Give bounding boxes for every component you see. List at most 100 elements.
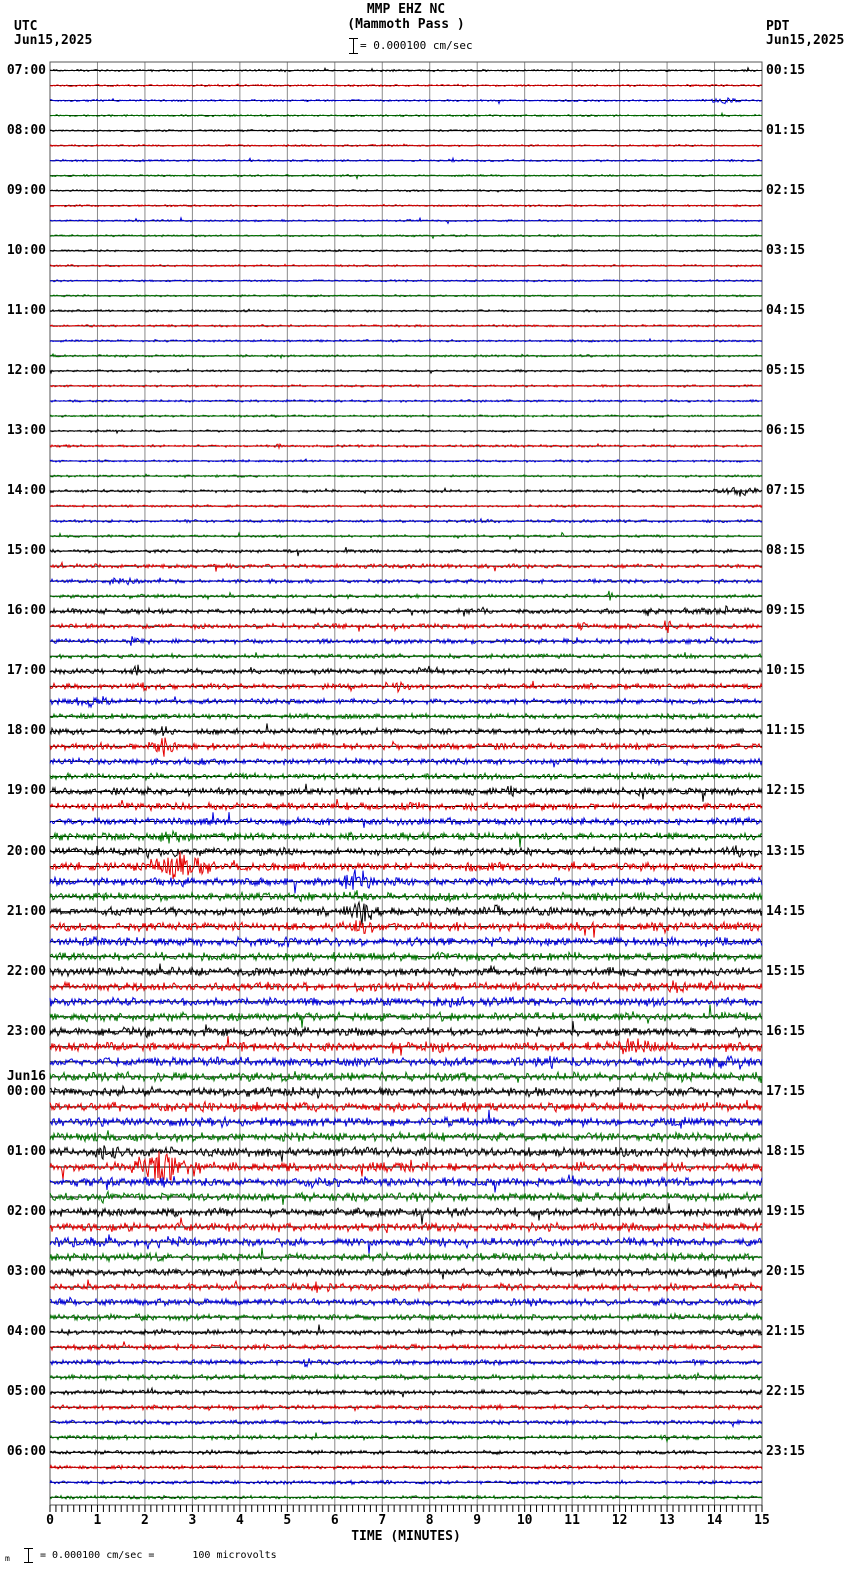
seismo-trace bbox=[49, 1130, 763, 1144]
seismo-trace bbox=[49, 458, 763, 464]
seismo-trace bbox=[49, 1432, 763, 1444]
pdt-hour-label: 08:15 bbox=[766, 543, 806, 559]
utc-hour-label: 07:00 bbox=[6, 62, 46, 78]
left-date-label: Jun15,2025 bbox=[14, 33, 93, 48]
x-tick-label: 8 bbox=[425, 1513, 434, 1528]
x-tick-label: 7 bbox=[378, 1513, 387, 1528]
seismo-trace bbox=[49, 1189, 763, 1205]
seismo-trace bbox=[49, 308, 763, 313]
x-tick-label: 12 bbox=[611, 1513, 628, 1528]
seismo-trace bbox=[49, 635, 763, 646]
seismo-trace bbox=[49, 428, 763, 435]
pdt-hour-label: 09:15 bbox=[766, 603, 806, 619]
x-tick-label: 15 bbox=[754, 1513, 770, 1528]
seismo-trace bbox=[49, 869, 763, 894]
seismo-trace bbox=[49, 383, 763, 389]
seismo-trace bbox=[49, 337, 763, 343]
utc-hour-label: 08:00 bbox=[6, 122, 46, 138]
utc-hour-label: 04:00 bbox=[6, 1324, 46, 1340]
utc-hour-label: 10:00 bbox=[6, 242, 46, 258]
seismo-trace bbox=[49, 1386, 763, 1398]
seismo-trace bbox=[49, 1266, 763, 1280]
utc-hour-label: 06:00 bbox=[6, 1444, 46, 1460]
seismo-trace bbox=[49, 560, 763, 572]
seismo-trace bbox=[49, 173, 762, 181]
pdt-hour-label: 21:15 bbox=[766, 1324, 806, 1340]
utc-hour-label: 11:00 bbox=[6, 302, 46, 318]
seismo-trace bbox=[49, 963, 763, 978]
pdt-hour-label: 02:15 bbox=[766, 182, 806, 198]
right-date-label: Jun15,2025 bbox=[766, 33, 845, 48]
utc-hour-label: 21:00 bbox=[6, 903, 46, 919]
seismo-trace bbox=[49, 1279, 763, 1293]
station-location: (Mammoth Pass ) bbox=[347, 17, 465, 32]
seismo-trace bbox=[49, 233, 763, 240]
seismo-trace bbox=[49, 1357, 763, 1369]
seismo-trace bbox=[49, 771, 763, 782]
seismo-trace bbox=[49, 995, 763, 1009]
seismo-trace bbox=[49, 1402, 763, 1412]
utc-hour-label: 18:00 bbox=[6, 723, 46, 739]
seismo-trace bbox=[49, 680, 763, 694]
seismo-trace bbox=[49, 188, 763, 193]
seismo-trace bbox=[49, 620, 763, 633]
utc-hour-label: 14:00 bbox=[6, 483, 46, 499]
seismo-trace bbox=[49, 664, 763, 677]
seismo-trace bbox=[49, 263, 763, 268]
seismo-trace bbox=[49, 935, 763, 948]
x-tick-label: 0 bbox=[46, 1513, 54, 1528]
seismo-trace bbox=[49, 652, 763, 660]
seismo-trace bbox=[49, 900, 763, 925]
utc-hour-label: 09:00 bbox=[6, 182, 46, 198]
seismo-trace bbox=[49, 216, 763, 225]
footer-equiv-text: 100 microvolts bbox=[192, 1550, 277, 1561]
pdt-hour-label: 19:15 bbox=[766, 1204, 806, 1220]
utc-hour-label: 19:00 bbox=[6, 783, 46, 799]
seismo-trace bbox=[49, 1464, 763, 1471]
seismo-trace bbox=[49, 517, 763, 524]
seismo-trace bbox=[49, 66, 763, 73]
seismo-trace bbox=[49, 1036, 763, 1056]
footer-prefix: m bbox=[5, 1554, 10, 1563]
seismo-trace bbox=[49, 1174, 763, 1193]
seismo-trace bbox=[49, 950, 763, 963]
utc-hour-label: 03:00 bbox=[6, 1264, 46, 1280]
seismo-trace bbox=[49, 1479, 763, 1486]
seismo-trace bbox=[49, 1234, 763, 1255]
seismo-trace bbox=[49, 1217, 763, 1234]
utc-hour-label: 23:00 bbox=[6, 1023, 46, 1039]
seismo-trace bbox=[49, 1311, 763, 1323]
footer-scale-note: = 0.000100 cm/sec = 100 microvolts bbox=[40, 1550, 277, 1561]
pdt-hour-label: 13:15 bbox=[766, 843, 806, 859]
utc-hour-label: 22:00 bbox=[6, 963, 46, 979]
utc-day-change-label: Jun16 bbox=[6, 1068, 46, 1084]
x-tick-label: 13 bbox=[659, 1513, 675, 1528]
seismo-trace bbox=[49, 83, 763, 88]
seismo-trace bbox=[49, 398, 763, 404]
utc-hour-label: 20:00 bbox=[6, 843, 46, 859]
seismo-trace bbox=[49, 756, 763, 768]
seismo-trace bbox=[49, 1055, 763, 1070]
seismo-trace bbox=[49, 890, 763, 903]
pdt-hour-label: 17:15 bbox=[766, 1083, 806, 1099]
seismo-trace bbox=[49, 1021, 763, 1039]
seismo-trace bbox=[49, 1084, 763, 1099]
right-timezone-label: PDT bbox=[766, 19, 790, 34]
seismo-trace bbox=[49, 980, 763, 994]
seismo-trace bbox=[50, 503, 763, 509]
pdt-hour-label: 10:15 bbox=[766, 663, 806, 679]
seismo-trace bbox=[49, 711, 763, 721]
seismo-trace bbox=[49, 293, 763, 298]
seismo-trace bbox=[50, 413, 763, 418]
pdt-hour-label: 01:15 bbox=[766, 122, 806, 138]
pdt-hour-label: 05:15 bbox=[766, 362, 806, 378]
x-tick-label: 3 bbox=[188, 1513, 197, 1528]
seismo-trace bbox=[49, 1448, 763, 1456]
x-axis-title: TIME (MINUTES) bbox=[351, 1529, 461, 1544]
x-tick-label: 11 bbox=[564, 1513, 580, 1528]
seismo-trace bbox=[49, 442, 763, 450]
seismo-trace bbox=[49, 845, 763, 860]
seismo-trace bbox=[49, 156, 763, 163]
